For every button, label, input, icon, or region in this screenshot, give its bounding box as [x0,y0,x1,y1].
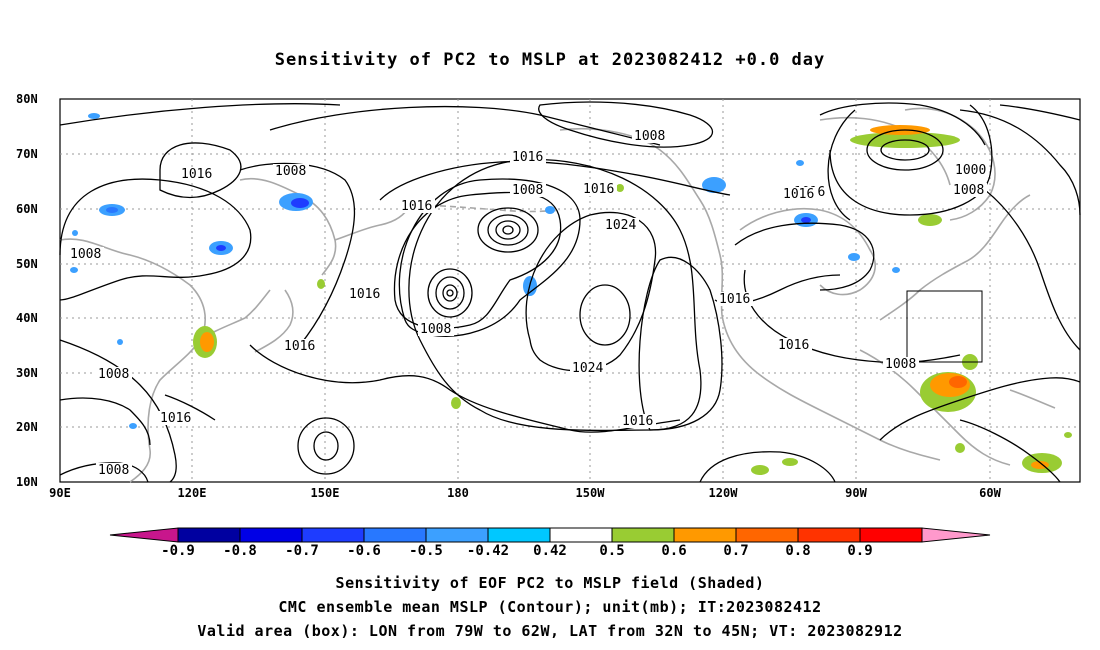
contour-label-bg [603,218,639,232]
contour-label: 1008 [512,183,543,198]
colorbar-cell [487,527,551,543]
contour-label-bg [282,339,318,353]
contour-label: 1000 [955,163,986,178]
map-title: Sensitivity of PC2 to MSLP at 2023082412… [274,50,826,70]
contour-label: 1024 [605,218,636,233]
colorbar-cell [673,527,737,543]
contour-label-bg [632,129,668,143]
colorbar-cell [109,527,179,543]
contour-label: 1016 [284,339,315,354]
colorbar-tick-label: 0.42 [533,543,567,559]
contour-label-bg [96,367,132,381]
lat-label-50n: 50N [16,257,38,271]
contour-label-bg [158,411,194,425]
contour-label-bg [347,287,383,301]
contour-label-bg [510,150,546,164]
contour-label-bg [951,183,987,197]
colorbar-cell [239,527,303,543]
contour-label: 1016 [622,414,653,429]
lat-label-70n: 70N [16,147,38,161]
contour-label-bg [96,463,132,477]
lon-label-90e: 90E [49,486,71,500]
contour-label: 1024 [572,361,603,376]
contour-label-bg [717,292,753,306]
caption-shaded: Sensitivity of EOF PC2 to MSLP field (Sh… [335,574,765,592]
contour-label-bg [883,357,919,371]
contour-label: 1008 [953,183,984,198]
colorbar-tick-label: 0.7 [723,543,749,559]
lat-label-60n: 60N [16,202,38,216]
contour-label-bg [510,183,546,197]
colorbar-cell [735,527,799,543]
contour-label: 1008 [275,164,306,179]
contour-label: 1008 [885,357,916,372]
valid-area-box [906,290,983,363]
contour-label: 1008 [420,322,451,337]
lon-label-180: 180 [447,486,469,500]
contour-label: 1016 [583,182,614,197]
lat-label-10n: 10N [16,475,38,489]
sensitivity-shading [70,113,1072,475]
contour-label-bg [273,164,309,178]
colorbar-tick-label: -0.42 [466,543,510,559]
colorbar-cell [301,527,365,543]
colorbar-tick-label: 0.6 [661,543,687,559]
contour-label-bg [953,163,989,177]
colorbar-cell [177,527,241,543]
contour-label-bg [399,199,435,213]
lon-label-90w: 90W [845,486,867,500]
colorbar-tick-label: -0.7 [285,543,319,559]
lon-label-150e: 150E [310,486,340,500]
contour-label: 1016 [778,338,809,353]
contour-label: 1016 [783,187,814,202]
mslp-contours [59,101,1081,483]
contour-label: 1008 [98,463,129,478]
contour-label: 1016 [512,150,543,165]
contour-label-bg [581,182,617,196]
colorbar-cell [549,527,613,543]
contour-label-bg [418,322,454,336]
colorbar-cell [611,527,675,543]
contour-label-bg [781,187,817,201]
contour-label: 1016 [401,199,432,214]
lon-label-120w: 120W [708,486,738,500]
caption-contour: CMC ensemble mean MSLP (Contour); unit(m… [278,598,822,616]
lon-label-150w: 150W [575,486,605,500]
colorbar-tick-label: -0.9 [161,543,195,559]
colorbar-cell [859,527,923,543]
colorbar-tick-label: 0.9 [847,543,873,559]
contour-label: 1016 [181,167,212,182]
caption-valid-area: Valid area (box): LON from 79W to 62W, L… [197,622,903,640]
colorbar-cell [363,527,427,543]
contour-label: 1008 [70,247,101,262]
contour-label: 1016 [160,411,191,426]
lat-label-80n: 80N [16,92,38,106]
lat-label-40n: 40N [16,311,38,325]
colorbar-cells [109,527,991,543]
lon-label-60w: 60W [979,486,1001,500]
contour-labels: 1008 1016 1016 1008 1016 1016 1016 1000 1008 1008… [68,129,989,478]
contour-label: 1008 [634,129,665,144]
colorbar-tick-label: 0.5 [599,543,625,559]
contour-label-bg [570,361,606,375]
colorbar-tick-label: -0.8 [223,543,257,559]
colorbar-tick-label: -0.6 [347,543,381,559]
contour-label-bg [179,167,215,181]
lat-label-30n: 30N [16,366,38,380]
contour-label: 1008 [98,367,129,382]
contour-label: 1016 [349,287,380,302]
lon-label-120e: 120E [177,486,207,500]
contour-label-bg [776,338,812,352]
colorbar-tick-label: -0.5 [409,543,443,559]
lat-label-20n: 20N [16,420,38,434]
contour-label: 1016 [719,292,750,307]
contour-label-bg [620,414,656,428]
colorbar-cell [797,527,861,543]
colorbar-tick-label: 0.8 [785,543,811,559]
colorbar-cell [921,527,991,543]
colorbar-cell [425,527,489,543]
contour-label-bg [68,247,104,261]
